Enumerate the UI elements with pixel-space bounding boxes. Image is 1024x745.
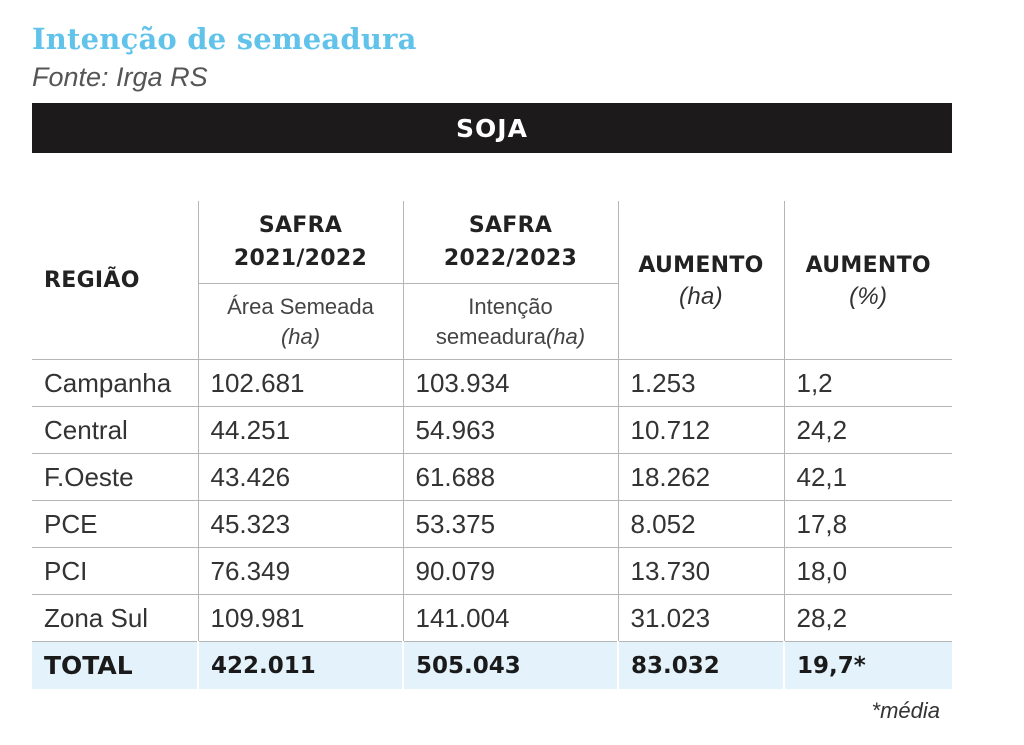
header-safra-2022: SAFRA 2022/2023 [402,201,618,284]
table-row: Central 44.251 54.963 10.712 24,2 [32,406,952,454]
cell-aumento-pct: 18,0 [783,547,952,595]
cell-safra-2022: 54.963 [402,406,618,454]
header-safra-2022-line2: 2022/2023 [443,246,578,271]
cell-regiao: F.Oeste [32,453,198,501]
total-label: TOTAL [32,641,198,689]
subheader-intencao: Intenção semeadura(ha) [402,283,618,360]
cell-regiao: Campanha [32,359,198,407]
cell-aumento-ha: 1.253 [617,359,784,407]
section-banner: SOJA [32,103,952,153]
cell-aumento-pct: 24,2 [783,406,952,454]
total-safra-2021: 422.011 [197,641,403,689]
cell-regiao: Zona Sul [32,594,198,642]
subheader-area-semeada: Área Semeada (ha) [197,283,403,360]
total-row: TOTAL 422.011 505.043 83.032 19,7* [32,641,952,689]
subheader-intencao-line1: Intenção [468,293,553,319]
cell-aumento-pct: 28,2 [783,594,952,642]
cell-regiao: Central [32,406,198,454]
header-aumento-pct-unit: (%) [849,282,888,310]
cell-safra-2021: 43.426 [197,453,403,501]
cell-aumento-ha: 8.052 [617,500,784,548]
cell-regiao: PCI [32,547,198,595]
source-caption: Fonte: Irga RS [32,62,208,92]
cell-aumento-ha: 13.730 [617,547,784,595]
cell-aumento-pct: 42,1 [783,453,952,501]
header-safra-2021-line1: SAFRA [258,213,343,238]
header-aumento-pct-label: AUMENTO [805,252,931,278]
subheader-intencao-unit: (ha) [545,323,586,349]
header-safra-2021-line2: 2021/2022 [233,246,368,271]
table-row: F.Oeste 43.426 61.688 18.262 42,1 [32,453,952,501]
cell-safra-2021: 45.323 [197,500,403,548]
table-row: PCE 45.323 53.375 8.052 17,8 [32,500,952,548]
cell-safra-2022: 103.934 [402,359,618,407]
subheader-intencao-line2: semeadura [435,323,546,349]
footnote: *média [871,698,940,723]
header-regiao: REGIÃO [44,267,140,293]
total-aumento-ha: 83.032 [617,641,784,689]
cell-safra-2021: 76.349 [197,547,403,595]
cell-safra-2022: 90.079 [402,547,618,595]
header-aumento-ha-unit: (ha) [679,282,723,310]
subheader-area-semeada-unit: (ha) [280,323,321,349]
page-title: Intenção de semeadura [32,22,417,56]
data-table: REGIÃO SAFRA 2021/2022 SAFRA 2022/2023 A… [32,201,952,689]
cell-safra-2021: 44.251 [197,406,403,454]
cell-aumento-ha: 31.023 [617,594,784,642]
header-safra-2021: SAFRA 2021/2022 [197,201,403,284]
subheader-area-semeada-label: Área Semeada [227,293,374,319]
header-aumento-pct: AUMENTO (%) [783,201,952,360]
table-row: Zona Sul 109.981 141.004 31.023 28,2 [32,594,952,642]
cell-aumento-ha: 10.712 [617,406,784,454]
header-safra-2022-line1: SAFRA [468,213,553,238]
total-safra-2022: 505.043 [402,641,618,689]
header-aumento-ha: AUMENTO (ha) [617,201,784,360]
cell-safra-2022: 53.375 [402,500,618,548]
total-aumento-pct: 19,7* [783,641,952,689]
header-aumento-ha-label: AUMENTO [638,252,764,278]
cell-safra-2022: 61.688 [402,453,618,501]
table-row: Campanha 102.681 103.934 1.253 1,2 [32,359,952,407]
cell-safra-2022: 141.004 [402,594,618,642]
cell-regiao: PCE [32,500,198,548]
cell-safra-2021: 102.681 [197,359,403,407]
cell-safra-2021: 109.981 [197,594,403,642]
cell-aumento-ha: 18.262 [617,453,784,501]
cell-aumento-pct: 17,8 [783,500,952,548]
table-row: PCI 76.349 90.079 13.730 18,0 [32,547,952,595]
cell-aumento-pct: 1,2 [783,359,952,407]
